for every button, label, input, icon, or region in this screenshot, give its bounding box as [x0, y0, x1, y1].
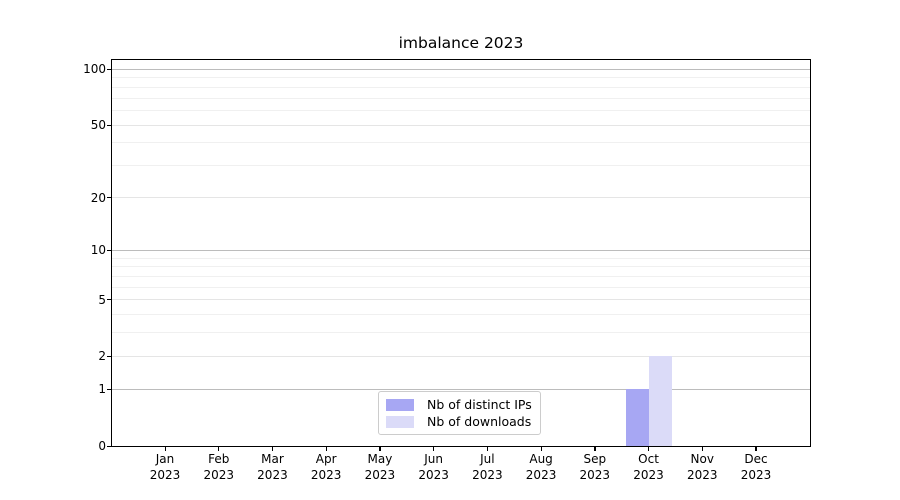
- chart-title: imbalance 2023: [398, 34, 524, 52]
- minor-gridline: [112, 266, 810, 268]
- minor-gridline: [112, 314, 810, 316]
- x-tick-label: Jun 2023: [418, 452, 449, 482]
- legend-row: Nb of distinct IPs: [386, 396, 532, 413]
- major-gridline: [112, 197, 810, 199]
- y-tick: [107, 197, 112, 199]
- y-tick: [107, 249, 112, 251]
- x-tick: [271, 446, 274, 451]
- legend-label-distinct-ips: Nb of distinct IPs: [427, 397, 532, 412]
- x-tick: [755, 446, 757, 451]
- bar-oct-distinct-ips: [625, 389, 649, 446]
- legend-label-downloads: Nb of downloads: [427, 414, 532, 429]
- y-tick: [107, 299, 112, 301]
- y-tick-label: 1: [98, 382, 106, 397]
- legend: Nb of distinct IPs Nb of downloads: [378, 391, 541, 435]
- x-tick: [433, 446, 435, 451]
- minor-gridline: [112, 286, 810, 288]
- y-tick: [107, 445, 112, 447]
- y-tick: [107, 124, 112, 126]
- x-tick: [486, 446, 489, 451]
- x-tick-label: May 2023: [364, 452, 396, 482]
- x-tick: [648, 446, 650, 451]
- y-tick: [107, 68, 112, 71]
- legend-swatch-downloads: [386, 415, 414, 428]
- x-tick: [218, 446, 220, 451]
- major-gridline: [112, 299, 810, 301]
- x-tick-label: Apr 2023: [310, 452, 342, 482]
- minor-gridline: [112, 257, 810, 259]
- minor-gridline: [112, 110, 810, 112]
- x-tick: [325, 446, 327, 451]
- x-tick-label: Mar 2023: [257, 452, 288, 482]
- x-tick-label: Dec 2023: [740, 452, 772, 482]
- x-tick-label: Jan 2023: [149, 452, 181, 482]
- minor-gridline: [112, 77, 810, 79]
- x-tick: [701, 446, 703, 451]
- x-tick-label: Aug 2023: [525, 452, 557, 482]
- x-tick-label: Feb 2023: [203, 452, 234, 482]
- minor-gridline: [112, 97, 810, 99]
- y-tick-label: 20: [90, 190, 106, 205]
- legend-row: Nb of downloads: [386, 413, 532, 430]
- x-tick: [594, 446, 596, 451]
- x-tick-label: Jul 2023: [472, 452, 503, 482]
- y-tick: [107, 355, 112, 358]
- bar-oct-downloads: [648, 356, 672, 446]
- minor-gridline: [112, 86, 810, 88]
- minor-gridline: [112, 275, 810, 277]
- y-tick-label: 0: [98, 439, 106, 453]
- y-tick-label: 10: [90, 243, 106, 258]
- minor-gridline: [112, 142, 810, 144]
- x-tick: [379, 446, 381, 451]
- x-tick: [540, 446, 542, 451]
- x-tick-label: Sep 2023: [579, 452, 611, 482]
- major-gridline: [112, 124, 810, 126]
- y-tick: [107, 388, 112, 391]
- major-gridline: [112, 68, 810, 70]
- y-tick-label: 50: [90, 118, 106, 133]
- x-tick-label: Nov 2023: [686, 452, 718, 482]
- minor-gridline: [112, 332, 810, 334]
- minor-gridline: [112, 165, 810, 167]
- major-gridline: [112, 249, 810, 251]
- y-tick-label: 2: [98, 349, 106, 364]
- y-tick-label: 5: [98, 292, 106, 307]
- major-gridline: [112, 388, 810, 390]
- plot-area: [112, 60, 810, 446]
- legend-swatch-distinct-ips: [386, 398, 414, 411]
- y-tick-label: 100: [83, 62, 106, 77]
- x-tick-label: Oct 2023: [633, 452, 664, 482]
- major-gridline: [112, 355, 810, 357]
- x-tick: [164, 446, 166, 451]
